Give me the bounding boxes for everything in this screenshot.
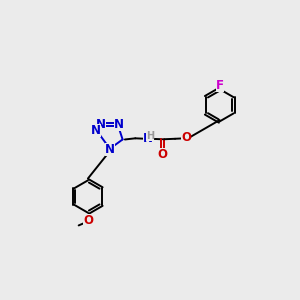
Text: N: N [96,118,106,130]
Text: O: O [158,148,168,160]
Text: O: O [182,131,191,144]
Text: N: N [142,132,153,145]
Text: N: N [91,124,101,137]
Text: F: F [216,80,224,92]
Text: N: N [114,118,124,130]
Text: O: O [83,214,93,227]
Text: N: N [105,143,115,156]
Text: H: H [146,131,154,142]
